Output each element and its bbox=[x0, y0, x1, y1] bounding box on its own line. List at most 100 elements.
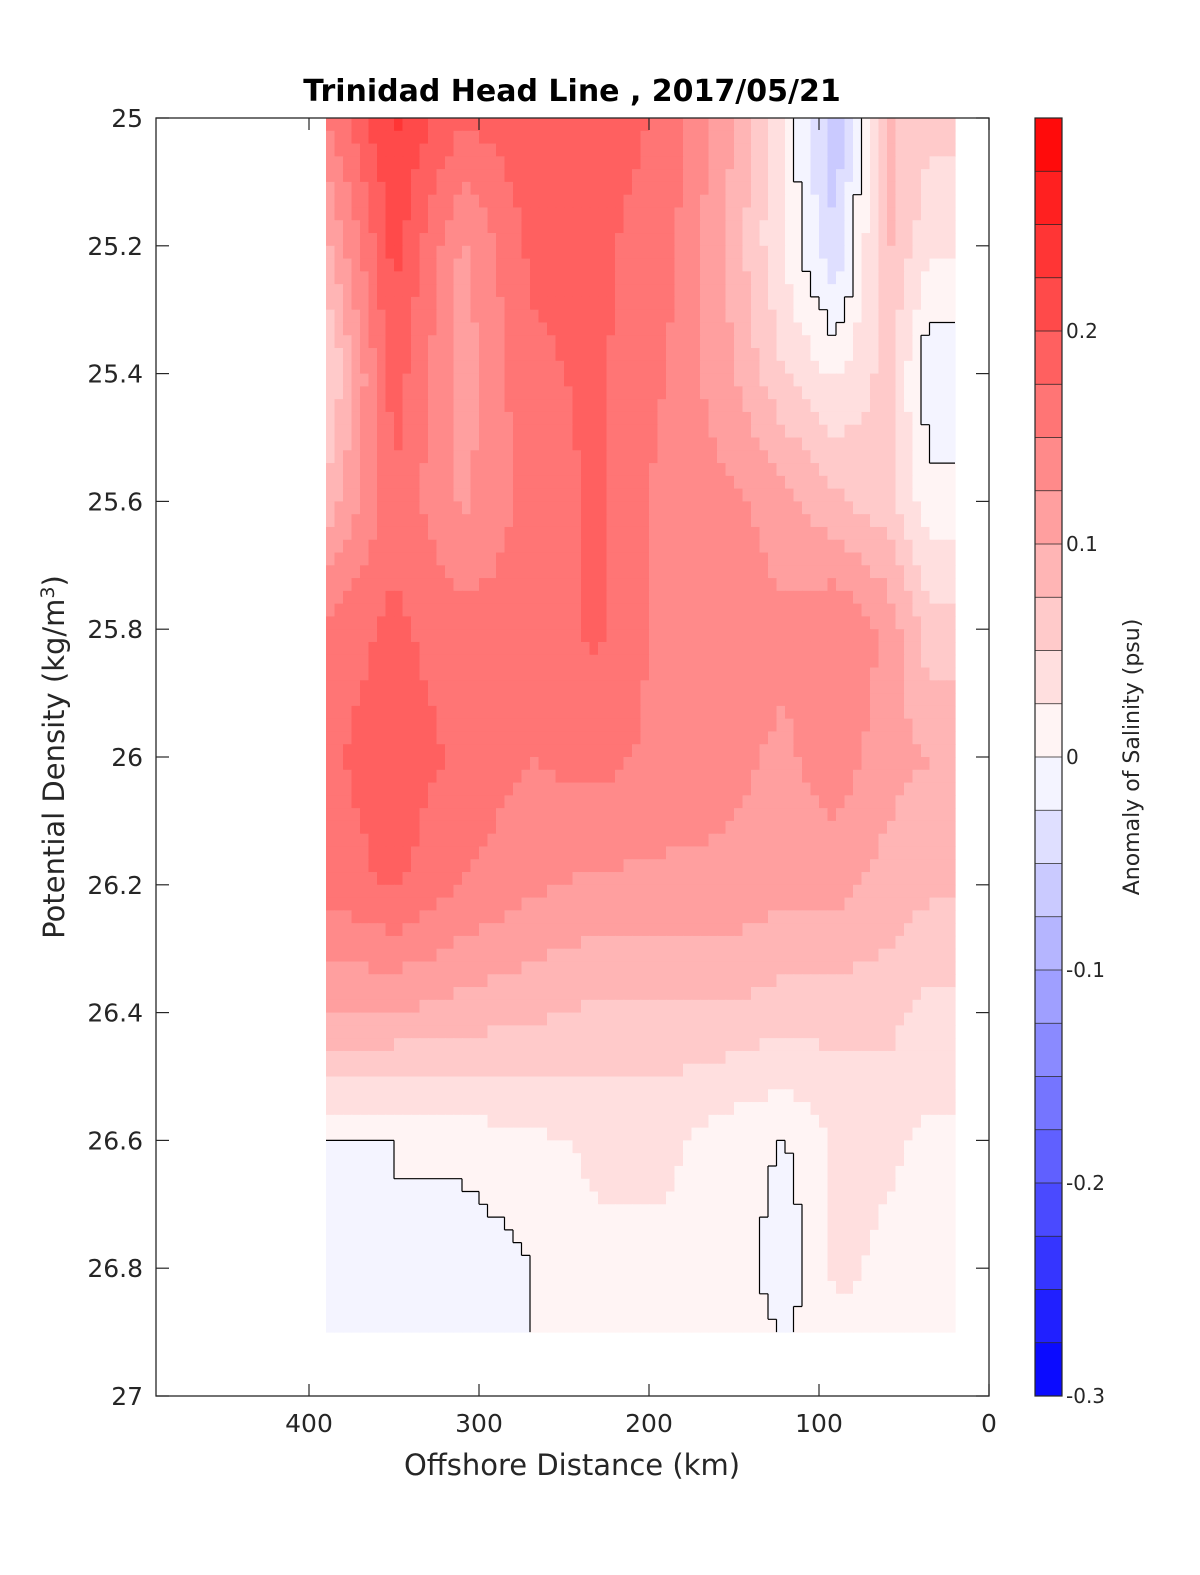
contour-cell bbox=[411, 833, 421, 848]
contour-cell bbox=[615, 360, 625, 375]
contour-cell bbox=[938, 923, 948, 937]
contour-cell bbox=[470, 667, 480, 681]
contour-cell bbox=[334, 616, 344, 630]
contour-cell bbox=[462, 833, 472, 848]
contour-cell bbox=[666, 859, 676, 873]
contour-cell bbox=[521, 731, 531, 745]
contour-cell bbox=[776, 884, 786, 899]
contour-cell bbox=[657, 935, 667, 950]
contour-cell bbox=[887, 795, 897, 809]
contour-cell bbox=[759, 118, 769, 132]
contour-cell bbox=[819, 360, 829, 375]
contour-cell bbox=[623, 284, 633, 298]
contour-cell bbox=[853, 309, 863, 324]
contour-cell bbox=[402, 590, 412, 605]
contour-cell bbox=[666, 118, 676, 132]
contour-cell bbox=[623, 411, 633, 426]
contour-cell bbox=[895, 782, 905, 796]
contour-cell bbox=[351, 705, 361, 720]
contour-cell bbox=[351, 386, 361, 400]
contour-cell bbox=[487, 450, 497, 464]
contour-cell bbox=[759, 399, 769, 413]
contour-cell bbox=[547, 782, 557, 796]
contour-cell bbox=[589, 539, 599, 554]
contour-cell bbox=[853, 488, 863, 502]
contour-cell bbox=[589, 296, 599, 311]
contour-cell bbox=[887, 629, 897, 643]
contour-cell bbox=[751, 718, 761, 733]
contour-cell bbox=[717, 118, 727, 132]
contour-cell bbox=[836, 360, 846, 375]
contour-cell bbox=[921, 731, 931, 745]
contour-cell bbox=[853, 258, 863, 272]
contour-cell bbox=[428, 539, 438, 554]
contour-cell bbox=[691, 424, 701, 439]
contour-cell bbox=[912, 616, 922, 630]
contour-cell bbox=[776, 693, 786, 707]
contour-cell bbox=[836, 514, 846, 528]
contour-cell bbox=[504, 475, 514, 490]
contour-cell bbox=[725, 156, 735, 170]
contour-cell bbox=[793, 194, 803, 209]
contour-cell bbox=[343, 220, 353, 234]
contour-cell bbox=[946, 399, 956, 413]
contour-cell bbox=[564, 526, 574, 541]
contour-cell bbox=[700, 539, 710, 554]
contour-cell bbox=[802, 693, 812, 707]
contour-cell bbox=[700, 514, 710, 528]
contour-cell bbox=[895, 590, 905, 605]
contour-cell bbox=[377, 590, 387, 605]
contour-cell bbox=[564, 795, 574, 809]
contour-cell bbox=[946, 271, 956, 285]
contour-cell bbox=[555, 220, 565, 234]
contour-cell bbox=[360, 872, 370, 886]
contour-cell bbox=[538, 552, 548, 566]
contour-cell bbox=[487, 782, 497, 796]
contour-cell bbox=[402, 552, 412, 566]
contour-cell bbox=[870, 769, 880, 784]
contour-cell bbox=[938, 207, 948, 221]
contour-cell bbox=[708, 744, 718, 758]
contour-cell bbox=[691, 335, 701, 349]
contour-cell bbox=[725, 181, 735, 196]
contour-cell bbox=[513, 411, 523, 426]
contour-cell bbox=[742, 552, 752, 566]
contour-cell bbox=[487, 360, 497, 375]
contour-cell bbox=[581, 399, 591, 413]
contour-cell bbox=[521, 872, 531, 886]
contour-cell bbox=[649, 923, 659, 937]
contour-cell bbox=[878, 578, 888, 592]
contour-cell bbox=[632, 322, 642, 336]
contour-cell bbox=[555, 948, 565, 963]
contour-cell bbox=[921, 757, 931, 771]
contour-cell bbox=[445, 335, 455, 349]
contour-cell bbox=[878, 118, 888, 132]
contour-cell bbox=[717, 884, 727, 899]
contour-cell bbox=[793, 130, 803, 145]
contour-cell bbox=[836, 923, 846, 937]
contour-cell bbox=[929, 833, 939, 848]
contour-cell bbox=[768, 271, 778, 285]
contour-cell bbox=[912, 552, 922, 566]
contour-cell bbox=[734, 948, 744, 963]
contour-cell bbox=[402, 309, 412, 324]
contour-cell bbox=[683, 475, 693, 490]
contour-cell bbox=[666, 130, 676, 145]
contour-cell bbox=[564, 884, 574, 899]
contour-cell bbox=[666, 757, 676, 771]
contour-cell bbox=[572, 948, 582, 963]
contour-cell bbox=[861, 820, 871, 835]
contour-cell bbox=[921, 769, 931, 784]
contour-cell bbox=[793, 808, 803, 822]
contour-cell bbox=[428, 360, 438, 375]
contour-cell bbox=[870, 475, 880, 490]
contour-cell bbox=[547, 386, 557, 400]
contour-cell bbox=[929, 641, 939, 656]
contour-cell bbox=[853, 118, 863, 132]
contour-cell bbox=[844, 539, 854, 554]
contour-cell bbox=[691, 322, 701, 336]
contour-cell bbox=[436, 974, 446, 988]
contour-cell bbox=[734, 820, 744, 835]
contour-cell bbox=[734, 935, 744, 950]
contour-cell bbox=[700, 616, 710, 630]
